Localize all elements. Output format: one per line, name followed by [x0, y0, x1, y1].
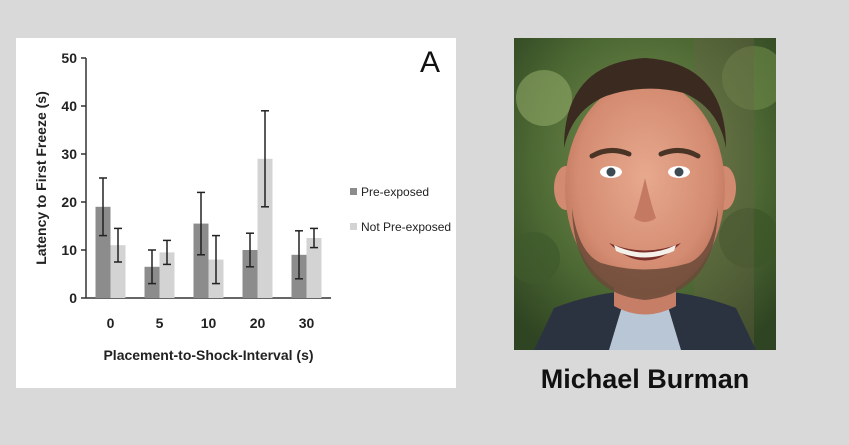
y-tick-label: 40 [61, 98, 77, 114]
bar-pre-exposed [193, 223, 209, 298]
x-tick-label: 30 [299, 315, 315, 331]
bar-chart: 0 10 20 30 40 50 0 5 10 20 30 Placement-to-Shock-In… [33, 50, 451, 363]
person-name: Michael Burman [540, 364, 750, 394]
y-tick-label: 10 [61, 242, 77, 258]
x-tick-label: 0 [107, 315, 115, 331]
legend-label: Pre-exposed [361, 185, 429, 199]
y-tick-label: 50 [61, 50, 77, 66]
legend-swatch-pre-exposed [350, 188, 357, 195]
chart-panel: 0 10 20 30 40 50 0 5 10 20 30 Placement-to-Shock-In… [16, 38, 456, 388]
x-tick-label: 5 [156, 315, 164, 331]
y-tick-label: 20 [61, 194, 77, 210]
bar-not-pre-exposed [257, 158, 273, 298]
legend-label: Not Pre-exposed [361, 220, 451, 234]
x-tick-label: 10 [201, 315, 217, 331]
x-tick-label: 20 [250, 315, 266, 331]
legend-swatch-not-pre-exposed [350, 223, 357, 230]
y-tick-label: 0 [69, 290, 77, 306]
panel-letter: A [420, 46, 441, 79]
bar-not-pre-exposed [110, 245, 126, 298]
y-tick-label: 30 [61, 146, 77, 162]
x-axis-label: Placement-to-Shock-Interval (s) [103, 347, 313, 363]
bar-not-pre-exposed [306, 238, 322, 298]
y-axis-label: Latency to First Freeze (s) [33, 91, 49, 265]
bar-pre-exposed [95, 206, 111, 298]
portrait-photo [514, 38, 776, 350]
bar-pre-exposed [242, 250, 258, 298]
